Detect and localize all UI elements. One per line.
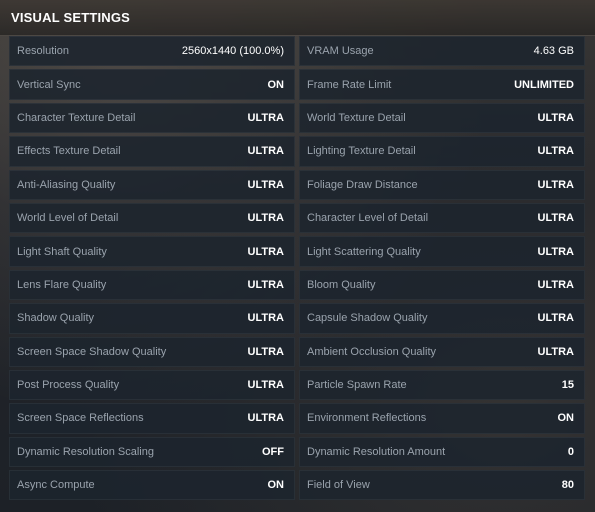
setting-label: Resolution xyxy=(17,45,69,58)
setting-label: Character Level of Detail xyxy=(307,212,429,225)
setting-label: Effects Texture Detail xyxy=(17,145,121,158)
setting-vertical-sync[interactable]: Vertical Sync ON xyxy=(9,69,295,100)
setting-value: ULTRA xyxy=(247,212,284,225)
setting-light-shaft-quality[interactable]: Light Shaft Quality ULTRA xyxy=(9,236,295,267)
setting-label: Bloom Quality xyxy=(307,278,376,291)
setting-value: ULTRA xyxy=(537,345,574,358)
setting-label: World Level of Detail xyxy=(17,212,119,225)
setting-anti-aliasing-quality[interactable]: Anti-Aliasing Quality ULTRA xyxy=(9,169,295,200)
setting-shadow-quality[interactable]: Shadow Quality ULTRA xyxy=(9,303,295,334)
setting-value: ON xyxy=(267,78,285,91)
setting-value: ULTRA xyxy=(537,312,574,325)
setting-lighting-texture-detail[interactable]: Lighting Texture Detail ULTRA xyxy=(299,136,585,167)
setting-value: 4.63 GB xyxy=(533,45,574,58)
setting-label: Character Texture Detail xyxy=(17,111,136,124)
setting-label: Dynamic Resolution Amount xyxy=(307,445,446,458)
setting-value: 15 xyxy=(561,379,574,392)
setting-value: ULTRA xyxy=(537,245,574,258)
setting-foliage-draw-distance[interactable]: Foliage Draw Distance ULTRA xyxy=(299,169,585,200)
setting-post-process-quality[interactable]: Post Process Quality ULTRA xyxy=(9,369,295,401)
setting-bloom-quality[interactable]: Bloom Quality ULTRA xyxy=(299,269,585,301)
setting-label: Environment Reflections xyxy=(307,412,427,425)
setting-value: ULTRA xyxy=(247,245,284,258)
setting-value: ULTRA xyxy=(537,145,574,158)
setting-frame-rate-limit[interactable]: Frame Rate Limit UNLIMITED xyxy=(299,69,585,100)
panel-title: VISUAL SETTINGS xyxy=(11,10,131,25)
setting-value: ULTRA xyxy=(247,178,284,191)
panel-header: VISUAL SETTINGS xyxy=(0,0,595,36)
setting-value: ULTRA xyxy=(247,312,284,325)
setting-label: Lens Flare Quality xyxy=(17,278,107,291)
setting-particle-spawn-rate[interactable]: Particle Spawn Rate 15 xyxy=(299,369,585,401)
setting-character-texture-detail[interactable]: Character Texture Detail ULTRA xyxy=(9,102,295,134)
setting-value: ULTRA xyxy=(537,111,574,124)
setting-label: Async Compute xyxy=(17,479,95,492)
setting-lens-flare-quality[interactable]: Lens Flare Quality ULTRA xyxy=(9,269,295,301)
setting-label: Anti-Aliasing Quality xyxy=(17,178,116,191)
setting-resolution[interactable]: Resolution 2560x1440 (100.0%) xyxy=(9,36,295,67)
setting-value: ULTRA xyxy=(537,278,574,291)
setting-value: ULTRA xyxy=(537,178,574,191)
settings-grid: Resolution 2560x1440 (100.0%) VRAM Usage… xyxy=(9,36,587,501)
setting-capsule-shadow-quality[interactable]: Capsule Shadow Quality ULTRA xyxy=(299,303,585,334)
setting-label: Dynamic Resolution Scaling xyxy=(17,445,154,458)
setting-value: ON xyxy=(267,479,285,492)
setting-label: Capsule Shadow Quality xyxy=(307,312,428,325)
setting-value: ULTRA xyxy=(247,145,284,158)
setting-value: 2560x1440 (100.0%) xyxy=(181,45,284,58)
setting-label: Frame Rate Limit xyxy=(307,78,392,91)
setting-value: UNLIMITED xyxy=(514,78,574,91)
setting-value: ULTRA xyxy=(537,212,574,225)
setting-label: Field of View xyxy=(307,479,370,492)
setting-label: VRAM Usage xyxy=(307,45,374,58)
setting-vram-usage: VRAM Usage 4.63 GB xyxy=(299,36,585,67)
setting-async-compute[interactable]: Async Compute ON xyxy=(9,470,295,501)
setting-screen-space-reflections[interactable]: Screen Space Reflections ULTRA xyxy=(9,403,295,434)
setting-effects-texture-detail[interactable]: Effects Texture Detail ULTRA xyxy=(9,136,295,167)
setting-environment-reflections[interactable]: Environment Reflections ON xyxy=(299,403,585,434)
setting-label: Light Shaft Quality xyxy=(17,245,107,258)
setting-label: Screen Space Shadow Quality xyxy=(17,345,167,358)
setting-value: 80 xyxy=(561,479,574,492)
setting-label: World Texture Detail xyxy=(307,111,406,124)
setting-dynamic-resolution-scaling[interactable]: Dynamic Resolution Scaling OFF xyxy=(9,436,295,468)
setting-label: Foliage Draw Distance xyxy=(307,178,418,191)
setting-label: Screen Space Reflections xyxy=(17,412,144,425)
setting-character-level-of-detail[interactable]: Character Level of Detail ULTRA xyxy=(299,202,585,234)
setting-value: ULTRA xyxy=(247,412,284,425)
setting-label: Vertical Sync xyxy=(17,78,81,91)
setting-ambient-occlusion-quality[interactable]: Ambient Occlusion Quality ULTRA xyxy=(299,336,585,367)
setting-value: 0 xyxy=(567,445,574,458)
setting-label: Particle Spawn Rate xyxy=(307,379,407,392)
setting-label: Light Scattering Quality xyxy=(307,245,421,258)
setting-screen-space-shadow-quality[interactable]: Screen Space Shadow Quality ULTRA xyxy=(9,336,295,367)
setting-dynamic-resolution-amount[interactable]: Dynamic Resolution Amount 0 xyxy=(299,436,585,468)
setting-value: ULTRA xyxy=(247,278,284,291)
setting-value: ULTRA xyxy=(247,345,284,358)
setting-world-level-of-detail[interactable]: World Level of Detail ULTRA xyxy=(9,202,295,234)
setting-value: OFF xyxy=(262,445,284,458)
setting-field-of-view[interactable]: Field of View 80 xyxy=(299,470,585,501)
setting-value: ON xyxy=(557,412,575,425)
setting-label: Ambient Occlusion Quality xyxy=(307,345,436,358)
setting-value: ULTRA xyxy=(247,111,284,124)
setting-light-scattering-quality[interactable]: Light Scattering Quality ULTRA xyxy=(299,236,585,267)
setting-label: Shadow Quality xyxy=(17,312,95,325)
setting-label: Lighting Texture Detail xyxy=(307,145,416,158)
setting-world-texture-detail[interactable]: World Texture Detail ULTRA xyxy=(299,102,585,134)
setting-value: ULTRA xyxy=(247,379,284,392)
setting-label: Post Process Quality xyxy=(17,379,120,392)
